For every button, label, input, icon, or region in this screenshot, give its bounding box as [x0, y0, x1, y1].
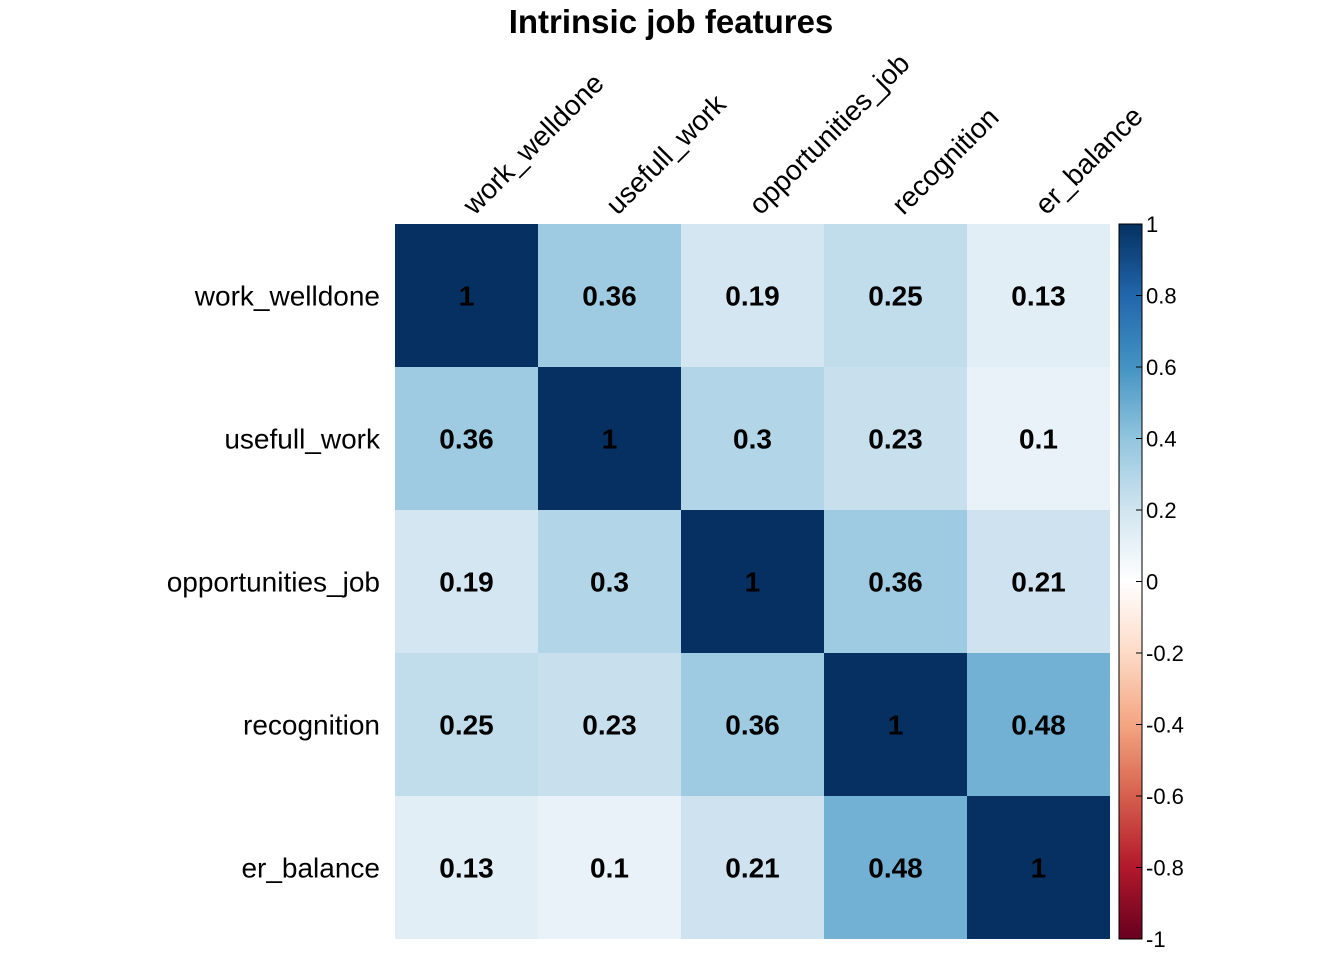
heatmap-cell	[824, 796, 967, 939]
row-label: usefull_work	[224, 424, 381, 455]
row-labels: work_welldone usefull_work opportunities_j…	[167, 281, 381, 884]
heatmap-cell	[538, 653, 681, 796]
heatmap-cell	[824, 224, 967, 367]
chart-title: Intrinsic job features	[509, 3, 834, 40]
cell-value-label: 0.1	[1019, 424, 1058, 455]
colorbar-tick-label: 0	[1146, 570, 1158, 595]
cell-value-label: 0.36	[868, 567, 923, 598]
colorbar-tick-label: -0.6	[1146, 784, 1184, 809]
heatmap-cell	[824, 367, 967, 510]
cell-value-label: 0.13	[1011, 281, 1066, 312]
heatmap-cell	[395, 367, 538, 510]
heatmap-cells	[395, 224, 1110, 939]
heatmap-cell	[538, 510, 681, 653]
heatmap-cell	[538, 224, 681, 367]
cell-value-label: 0.25	[439, 710, 494, 741]
column-label: er_balance	[1029, 100, 1149, 220]
colorbar-tick-label: 0.8	[1146, 284, 1177, 309]
cell-value-label: 1	[459, 281, 475, 312]
cell-value-label: 0.21	[1011, 567, 1066, 598]
cell-value-label: 0.3	[590, 567, 629, 598]
colorbar-tick-label: -1	[1146, 927, 1166, 952]
heatmap-cell	[395, 653, 538, 796]
heatmap-value-labels: 1 0.36 0.19 0.25 0.13 0.36 1 0.3 0.23 0.1 0.19 0.3 1…	[439, 281, 1066, 884]
row-label: er_balance	[241, 853, 380, 884]
heatmap-cell	[681, 796, 824, 939]
column-label: work_welldone	[456, 67, 610, 221]
colorbar-tick-label: 0.2	[1146, 498, 1177, 523]
row-label: opportunities_job	[167, 567, 380, 598]
cell-value-label: 0.48	[868, 853, 923, 884]
heatmap-cell	[681, 510, 824, 653]
cell-value-label: 0.36	[582, 281, 637, 312]
colorbar-tick-label: 1	[1146, 212, 1158, 237]
cell-value-label: 0.1	[590, 853, 629, 884]
heatmap-cell	[681, 367, 824, 510]
heatmap-cell	[824, 653, 967, 796]
heatmap-cell	[967, 796, 1110, 939]
cell-value-label: 1	[745, 567, 761, 598]
heatmap-cell	[538, 367, 681, 510]
cell-value-label: 0.19	[725, 281, 780, 312]
heatmap-cell	[395, 796, 538, 939]
heatmap-cell	[824, 510, 967, 653]
heatmap-cell	[395, 224, 538, 367]
row-label: recognition	[243, 710, 380, 741]
column-label: usefull_work	[600, 88, 733, 221]
heatmap-cell	[967, 367, 1110, 510]
colorbar-tick-label: -0.8	[1146, 856, 1184, 881]
column-label: recognition	[886, 101, 1005, 220]
cell-value-label: 0.25	[868, 281, 923, 312]
cell-value-label: 1	[602, 424, 618, 455]
heatmap-cell	[681, 653, 824, 796]
cell-value-label: 0.21	[725, 853, 780, 884]
cell-value-label: 0.48	[1011, 710, 1066, 741]
heatmap-cell	[967, 510, 1110, 653]
cell-value-label: 0.36	[725, 710, 780, 741]
heatmap-cell	[538, 796, 681, 939]
colorbar-tick-label: -0.4	[1146, 713, 1184, 738]
cell-value-label: 0.36	[439, 424, 494, 455]
cell-value-label: 1	[1031, 853, 1047, 884]
cell-value-label: 0.23	[582, 710, 637, 741]
colorbar: 1 0.8 0.6 0.4 0.2 0 -0.2 -0.4 -0.6 -0.8 -1	[1118, 212, 1184, 952]
cell-value-label: 0.3	[733, 424, 772, 455]
cell-value-label: 0.23	[868, 424, 923, 455]
colorbar-tick-label: -0.2	[1146, 641, 1184, 666]
colorbar-tick-label: 0.6	[1146, 355, 1177, 380]
heatmap-cell	[967, 224, 1110, 367]
row-label: work_welldone	[194, 281, 380, 312]
heatmap-cell	[681, 224, 824, 367]
heatmap-cell	[395, 510, 538, 653]
cell-value-label: 0.19	[439, 567, 494, 598]
cell-value-label: 0.13	[439, 853, 494, 884]
colorbar-tick-label: 0.4	[1146, 427, 1177, 452]
cell-value-label: 1	[888, 710, 904, 741]
heatmap-cell	[967, 653, 1110, 796]
